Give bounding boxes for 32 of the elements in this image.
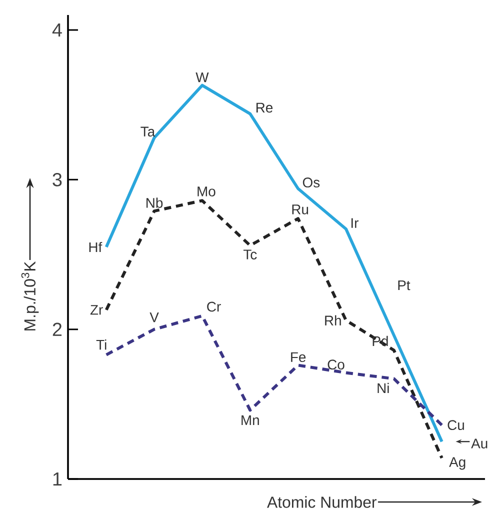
y-tick-label: 1 <box>53 472 62 486</box>
annotation: Tc <box>243 250 257 260</box>
y-axis-title: M.p./10$^{3}$K <box>21 261 39 330</box>
annotation: Ti <box>96 339 106 350</box>
annotation: Zr <box>90 305 103 315</box>
annotation: V <box>150 312 159 322</box>
annotation: Pt <box>398 280 410 290</box>
annotation: Fe <box>291 352 306 362</box>
y-tick-label: 3 <box>52 172 62 186</box>
x-axis-title: Atomic Number <box>266 496 377 508</box>
annotation: Cu <box>448 420 464 430</box>
y-tick-label: 4 <box>52 23 62 36</box>
annotation: Os <box>302 178 320 188</box>
y-tick-label: 2 <box>52 322 62 336</box>
annotation: Ir <box>351 218 358 228</box>
annotation: Ag <box>449 457 466 470</box>
annotation: Mo <box>198 186 216 196</box>
annotation: Nb <box>146 198 163 208</box>
annotation: Au <box>471 438 488 448</box>
annotation: Cr <box>207 302 221 312</box>
annotation: Re <box>256 102 273 113</box>
line-series <box>104 84 444 444</box>
annotation: Mn <box>242 415 259 425</box>
annotation: Rh <box>325 315 341 326</box>
annotation: Ru <box>292 204 308 214</box>
line-series <box>104 199 444 460</box>
annotation: W <box>196 72 209 82</box>
annotation: Ni <box>378 382 389 394</box>
annotation: Ta <box>140 126 156 137</box>
annotation: Hf <box>89 242 102 252</box>
line-series <box>104 314 444 427</box>
annotation: Co <box>328 360 344 370</box>
